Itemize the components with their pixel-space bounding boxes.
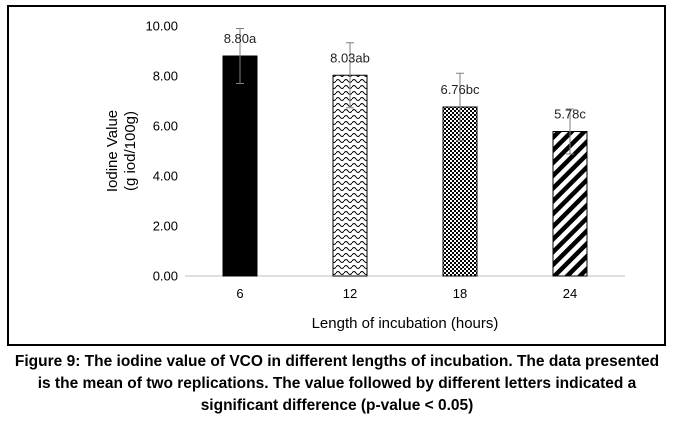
caption-line-1: Figure 9: The iodine value of VCO in dif… [14, 353, 660, 370]
x-tick-label: 6 [236, 286, 243, 301]
caption-line-2: is the mean of two replications. The val… [37, 375, 637, 392]
x-tick-label: 18 [453, 286, 467, 301]
y-tick-label: 2.00 [153, 219, 178, 234]
data-label: 5.78c [554, 107, 586, 122]
x-axis-title: Length of incubation (hours) [312, 315, 499, 332]
data-label: 8.80a [224, 31, 257, 46]
figure-caption: Figure 9: The iodine value of VCO in dif… [0, 351, 674, 417]
error-bar-6 [236, 28, 244, 84]
y-tick-label: 4.00 [153, 169, 178, 184]
y-tick-label: 10.00 [145, 19, 178, 34]
y-tick-label: 0.00 [153, 269, 178, 284]
bar-24 [552, 131, 588, 277]
error-bar-12 [346, 42, 354, 109]
error-bar-18 [456, 72, 464, 142]
y-axis-title-line1: Iodine Value [104, 110, 121, 192]
bar-6 [222, 55, 258, 277]
error-bar-24 [566, 108, 574, 155]
y-tick-label: 6.00 [153, 119, 178, 134]
bar-12 [332, 74, 368, 277]
y-axis-title-line2: (g iod/100g) [122, 111, 139, 191]
data-label: 6.76bc [440, 82, 480, 97]
bar-chart: 0.00 2.00 4.00 6.00 8.00 10.00 8.80a 8.03ab 6.7… [104, 19, 625, 332]
y-tick-label: 8.00 [153, 69, 178, 84]
x-tick-label: 24 [563, 286, 577, 301]
data-label: 8.03ab [330, 50, 370, 65]
x-tick-label: 12 [343, 286, 357, 301]
caption-line-3: significant difference (p-value < 0.05) [200, 397, 474, 414]
